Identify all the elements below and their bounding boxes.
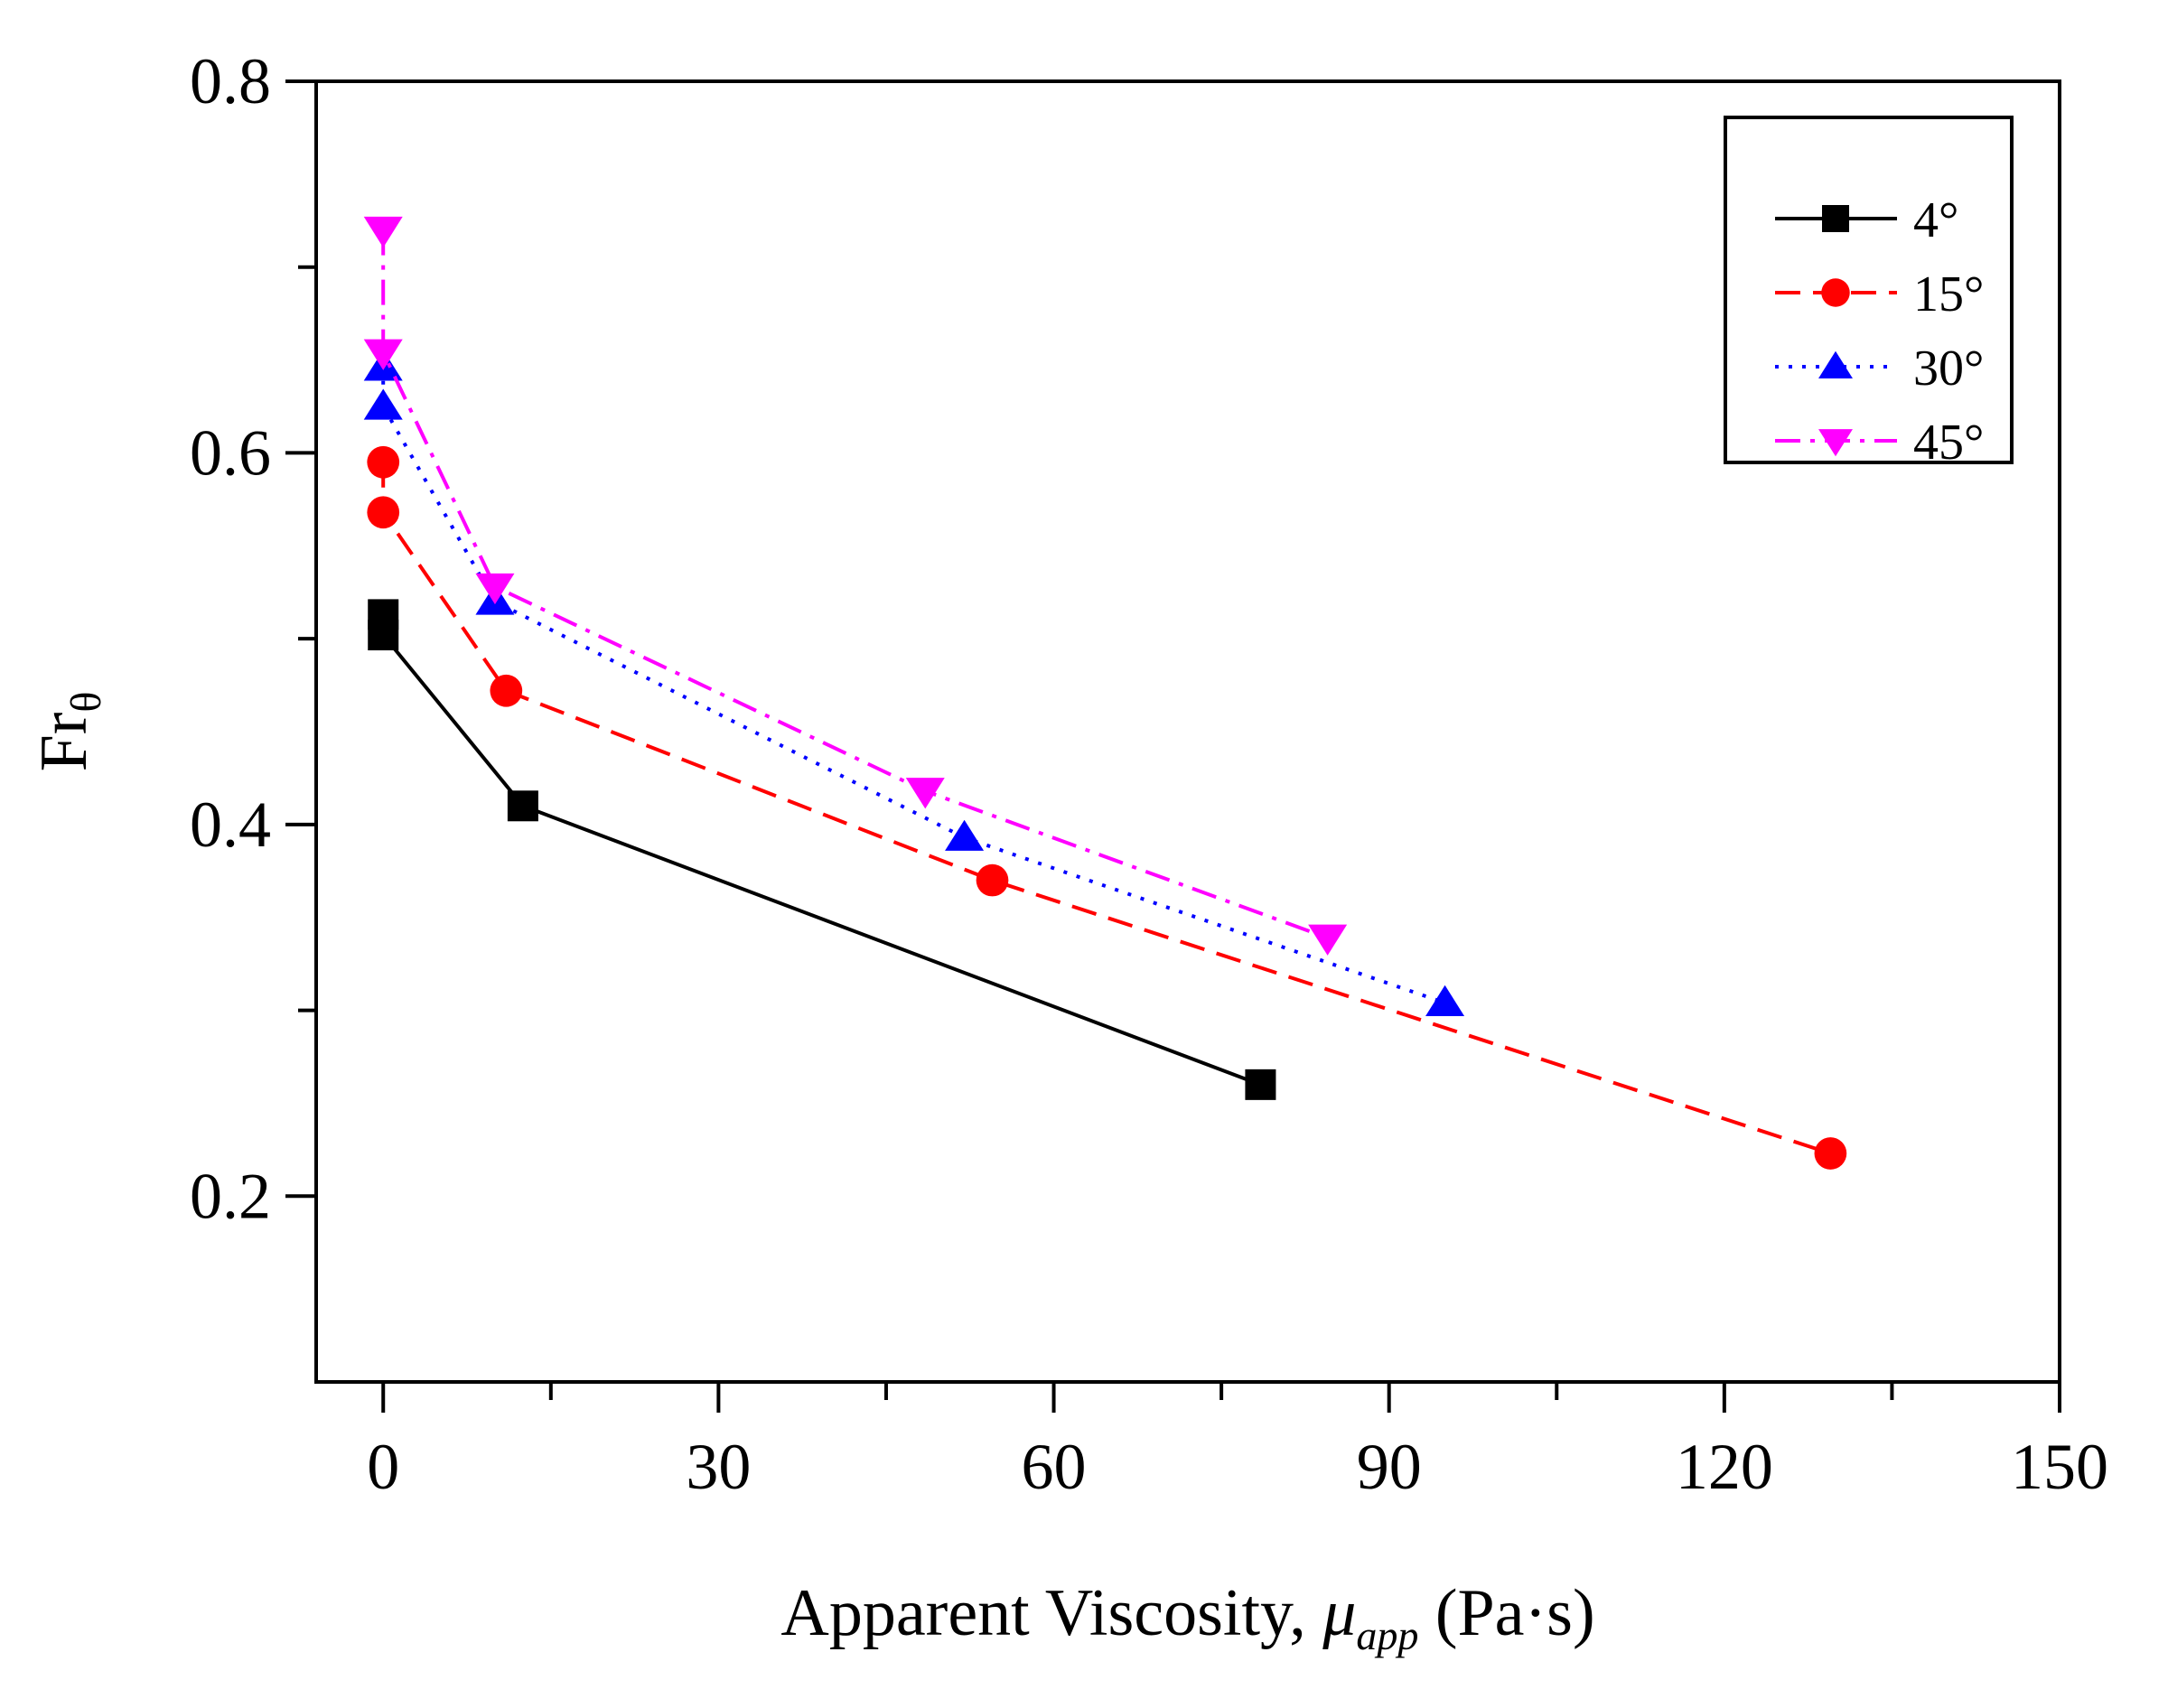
legend-marker xyxy=(1818,350,1853,378)
data-point xyxy=(367,445,400,479)
x-tick-label: 60 xyxy=(1022,1431,1087,1503)
legend-entry: 4° xyxy=(1775,192,1958,248)
data-point xyxy=(1425,985,1465,1017)
x-tick-label: 120 xyxy=(1676,1431,1773,1503)
x-tick-label: 0 xyxy=(367,1431,399,1503)
data-point xyxy=(905,778,945,809)
tick-labels: 0 30 60 90 120 150 0.2 0.4 0.6 0.8 xyxy=(190,45,2108,1503)
x-tick-label: 150 xyxy=(2011,1431,2108,1503)
data-point xyxy=(363,388,403,420)
legend-marker xyxy=(1821,278,1850,307)
x-axis-title-main: Apparent Viscosity, xyxy=(780,1576,1322,1650)
data-point xyxy=(1814,1137,1847,1170)
plot-area-frame xyxy=(314,79,2061,1384)
series-group xyxy=(363,216,1847,1170)
legend-entry: 45° xyxy=(1775,415,1984,471)
data-point xyxy=(490,674,523,707)
data-point xyxy=(1308,924,1348,956)
data-point xyxy=(507,790,538,822)
data-point xyxy=(363,216,403,248)
x-tick-label: 90 xyxy=(1357,1431,1422,1503)
series-1 xyxy=(368,599,1276,1100)
y-axis-title-main: Fr xyxy=(27,713,101,772)
series-4 xyxy=(363,216,1348,956)
data-point xyxy=(976,863,1009,897)
data-point xyxy=(367,496,400,529)
data-point xyxy=(363,339,403,370)
data-point xyxy=(368,620,399,651)
axis-ticks xyxy=(285,79,2061,1413)
data-point xyxy=(475,573,515,605)
y-tick-label: 0.2 xyxy=(190,1160,271,1232)
y-axis-title-subscript: θ xyxy=(62,692,110,713)
y-axis-title: Frθ xyxy=(27,692,110,772)
legend-label: 30° xyxy=(1913,341,1984,397)
y-tick-label: 0.4 xyxy=(190,789,271,861)
legend-label: 45° xyxy=(1913,415,1984,471)
legend-entry: 15° xyxy=(1775,266,1984,322)
x-axis-title: Apparent Viscosity, μapp (Pa·s) xyxy=(780,1576,1594,1658)
legend-marker xyxy=(1818,429,1853,457)
y-tick-label: 0.6 xyxy=(190,416,271,489)
legend-entry: 30° xyxy=(1775,341,1984,397)
legend-label: 15° xyxy=(1913,266,1984,322)
legend: 4° 15° 30° 45° xyxy=(1724,116,2014,471)
x-axis-title-symbol: μ xyxy=(1322,1576,1356,1650)
y-tick-label: 0.8 xyxy=(190,45,271,117)
legend-box xyxy=(1724,116,2014,464)
x-tick-label: 30 xyxy=(686,1431,751,1503)
data-point xyxy=(945,819,985,851)
x-axis-title-unit: (Pa·s) xyxy=(1418,1576,1594,1650)
series-2 xyxy=(367,445,1847,1170)
series-line xyxy=(381,229,1329,940)
data-point xyxy=(1245,1069,1276,1100)
legend-label: 4° xyxy=(1913,192,1958,248)
x-axis-title-subscript: app xyxy=(1356,1612,1418,1658)
legend-marker xyxy=(1822,205,1849,232)
